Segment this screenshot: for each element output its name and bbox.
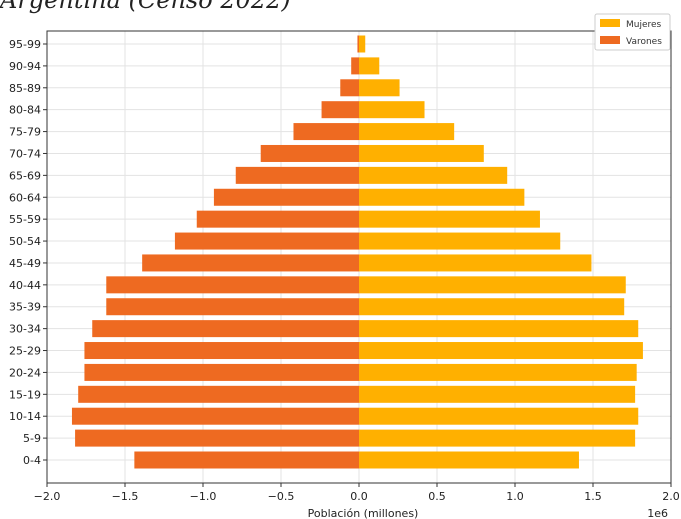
bar-varones-0-4 bbox=[134, 451, 359, 469]
bar-varones-70-74 bbox=[260, 144, 359, 162]
legend-swatch-mujeres bbox=[600, 19, 620, 27]
y-tick-label: 25-29 bbox=[9, 345, 41, 358]
bar-mujeres-55-59 bbox=[359, 210, 540, 228]
bar-varones-45-49 bbox=[142, 254, 359, 272]
x-axis-offset-text: 1e6 bbox=[647, 507, 668, 519]
x-tick-label: 1.0 bbox=[506, 490, 524, 503]
x-axis-label: Población (millones) bbox=[308, 507, 419, 519]
bar-varones-10-14 bbox=[71, 407, 360, 425]
bar-varones-65-69 bbox=[235, 166, 359, 184]
bar-varones-20-24 bbox=[84, 363, 359, 381]
x-tick-label: 0.0 bbox=[350, 490, 368, 503]
page-title: Argentina (Censo 2022) bbox=[0, 0, 291, 14]
bar-varones-90-94 bbox=[351, 57, 359, 75]
x-tick-label: −1.5 bbox=[112, 490, 139, 503]
bar-varones-15-19 bbox=[78, 385, 359, 403]
bar-mujeres-95-99 bbox=[359, 35, 366, 53]
bar-varones-5-9 bbox=[75, 429, 359, 447]
bar-varones-85-89 bbox=[340, 79, 359, 97]
bar-mujeres-75-79 bbox=[359, 123, 455, 141]
bar-mujeres-90-94 bbox=[359, 57, 380, 75]
legend-label-mujeres: Mujeres bbox=[626, 20, 662, 30]
y-tick-label: 55-59 bbox=[9, 213, 41, 226]
bar-mujeres-35-39 bbox=[359, 298, 625, 316]
bar-mujeres-70-74 bbox=[359, 144, 484, 162]
y-tick-label: 65-69 bbox=[9, 169, 41, 182]
x-tick-label: −2.0 bbox=[34, 490, 61, 503]
y-tick-label: 75-79 bbox=[9, 126, 41, 139]
bar-mujeres-15-19 bbox=[359, 385, 636, 403]
bar-mujeres-30-34 bbox=[359, 320, 639, 338]
bars bbox=[71, 35, 643, 469]
x-tick-labels: −2.0 −1.5 −1.0 −0.5 0.0 0.5 1.0 1.5 2.0 bbox=[34, 483, 680, 503]
bar-mujeres-20-24 bbox=[359, 363, 637, 381]
bar-varones-30-34 bbox=[92, 320, 360, 338]
y-tick-label: 35-39 bbox=[9, 301, 41, 314]
bar-varones-50-54 bbox=[174, 232, 359, 250]
bar-mujeres-60-64 bbox=[359, 188, 525, 206]
x-tick-label: −0.5 bbox=[268, 490, 295, 503]
legend-swatch-varones bbox=[600, 36, 620, 44]
bar-mujeres-45-49 bbox=[359, 254, 592, 272]
y-tick-label: 20-24 bbox=[9, 366, 41, 379]
bar-varones-95-99 bbox=[357, 35, 359, 53]
y-tick-label: 95-99 bbox=[9, 38, 41, 51]
bar-mujeres-40-44 bbox=[359, 276, 626, 294]
x-tick-label: 0.5 bbox=[428, 490, 446, 503]
y-tick-label: 10-14 bbox=[9, 410, 41, 423]
bar-varones-80-84 bbox=[321, 101, 359, 119]
bar-varones-60-64 bbox=[213, 188, 359, 206]
y-tick-label: 60-64 bbox=[9, 191, 41, 204]
bar-varones-25-29 bbox=[84, 342, 359, 360]
bar-mujeres-85-89 bbox=[359, 79, 400, 97]
y-tick-label: 5-9 bbox=[23, 432, 41, 445]
bar-mujeres-0-4 bbox=[359, 451, 579, 469]
y-tick-label: 45-49 bbox=[9, 257, 41, 270]
bar-mujeres-65-69 bbox=[359, 166, 508, 184]
bar-mujeres-80-84 bbox=[359, 101, 425, 119]
bar-varones-35-39 bbox=[106, 298, 359, 316]
y-tick-label: 85-89 bbox=[9, 82, 41, 95]
x-tick-label: 2.0 bbox=[662, 490, 680, 503]
y-tick-label: 15-19 bbox=[9, 388, 41, 401]
y-tick-label: 90-94 bbox=[9, 60, 41, 73]
legend: Mujeres Varones bbox=[594, 13, 671, 51]
y-tick-label: 80-84 bbox=[9, 104, 41, 117]
bar-mujeres-5-9 bbox=[359, 429, 636, 447]
y-tick-label: 70-74 bbox=[9, 147, 41, 160]
bar-varones-40-44 bbox=[106, 276, 359, 294]
x-tick-label: −1.0 bbox=[190, 490, 217, 503]
y-tick-labels: 0-4 5-9 10-14 15-19 20-24 25-29 30-34 35-39 40-4… bbox=[9, 38, 47, 467]
bar-varones-75-79 bbox=[293, 123, 359, 141]
y-tick-label: 30-34 bbox=[9, 323, 41, 336]
bar-mujeres-10-14 bbox=[359, 407, 639, 425]
y-tick-label: 0-4 bbox=[23, 454, 41, 467]
y-tick-label: 40-44 bbox=[9, 279, 41, 292]
bar-varones-55-59 bbox=[196, 210, 359, 228]
legend-label-varones: Varones bbox=[626, 37, 662, 47]
y-tick-label: 50-54 bbox=[9, 235, 41, 248]
x-tick-label: 1.5 bbox=[584, 490, 602, 503]
bar-mujeres-50-54 bbox=[359, 232, 561, 250]
bar-mujeres-25-29 bbox=[359, 342, 643, 360]
